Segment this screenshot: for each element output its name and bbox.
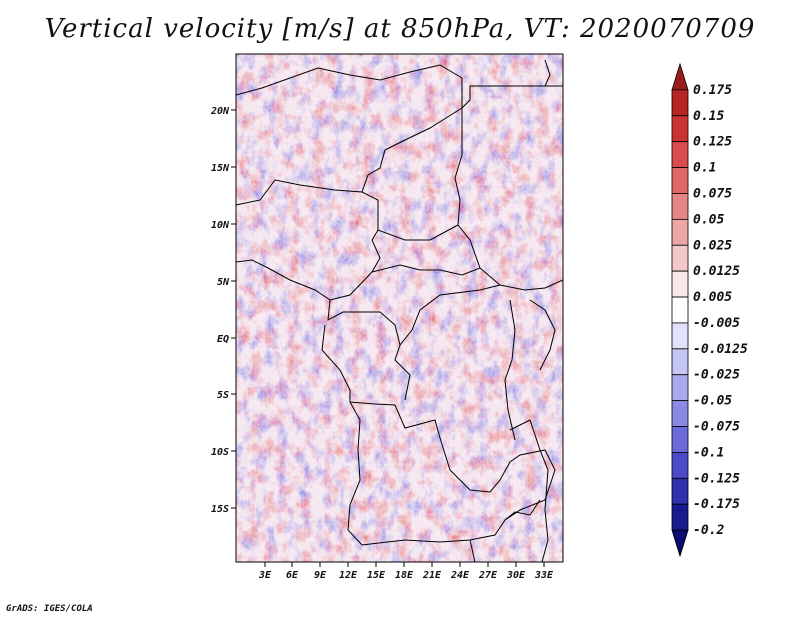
- country-borders: [236, 59, 563, 562]
- lon-label-6e: 6E: [286, 570, 299, 581]
- colorbar-arrow-bottom: [671, 529, 689, 558]
- colorbar-level-label: -0.175: [693, 497, 740, 512]
- lon-label-3e: 3E: [258, 570, 272, 581]
- lat-label-10n: 10N: [211, 220, 230, 231]
- colorbar-level-label: 0.1: [693, 161, 716, 176]
- colorbar-level-label: 0.075: [693, 186, 732, 201]
- lat-label-20n: 20N: [210, 106, 230, 117]
- lat-label-15s: 15S: [211, 504, 229, 515]
- lon-label-24e: 24E: [450, 570, 470, 581]
- colorbar-swatch: [671, 218, 689, 246]
- colorbar-swatch: [671, 193, 689, 220]
- colorbar-swatch: [671, 400, 689, 427]
- colorbar-level-label: -0.125: [693, 471, 740, 486]
- colorbar-swatch: [671, 322, 689, 350]
- grads-credit: GrADS: IGES/COLA: [6, 604, 93, 614]
- colorbar-level-label: -0.025: [693, 368, 740, 383]
- lon-label-27e: 27E: [478, 570, 498, 581]
- colorbar-level-label: 0.025: [693, 238, 732, 253]
- lat-label-5s: 5S: [217, 390, 229, 401]
- colorbar-level-label: 0.15: [693, 109, 724, 124]
- colorbar-swatch: [671, 89, 689, 117]
- latitude-labels: 20N 15N 10N 5N EQ 5S 10S 15S: [210, 106, 230, 515]
- colorbar-swatch: [671, 503, 689, 531]
- lon-label-9e: 9E: [314, 570, 327, 581]
- colorbar-swatch: [671, 374, 689, 402]
- colorbar-swatch: [671, 296, 689, 324]
- colorbar-level-label: 0.05: [693, 212, 724, 227]
- colorbar-level-label: 0.005: [693, 290, 732, 305]
- lon-label-18e: 18E: [395, 570, 414, 581]
- map-panel[interactable]: [236, 54, 563, 562]
- colorbar-level-label: -0.2: [693, 523, 724, 538]
- lon-label-12e: 12E: [339, 570, 358, 581]
- lon-label-33e: 33E: [534, 570, 554, 581]
- colorbar-swatch: [671, 426, 689, 453]
- colorbar-swatch: [671, 141, 689, 168]
- colorbar-level-label: -0.075: [693, 420, 740, 435]
- colorbar: 0.175 0.15 0.125 0.1 0.075 0.05 0.025 0.0125 0.0…: [671, 62, 748, 558]
- colorbar-swatch: [671, 477, 689, 505]
- longitude-labels: 3E 6E 9E 12E 15E 18E 21E 24E 27E 30E 33E: [258, 570, 554, 581]
- colorbar-swatch: [671, 452, 689, 479]
- lon-label-21e: 21E: [422, 570, 442, 581]
- colorbar-swatch: [671, 115, 689, 143]
- lon-label-15e: 15E: [367, 570, 386, 581]
- lat-label-eq: EQ: [217, 334, 229, 345]
- colorbar-level-label: -0.005: [693, 316, 740, 331]
- colorbar-swatch: [671, 167, 689, 194]
- colorbar-swatch: [671, 244, 689, 272]
- lon-label-30e: 30E: [506, 570, 526, 581]
- colorbar-level-label: -0.0125: [693, 342, 748, 357]
- map-frame: [235, 53, 564, 563]
- lat-label-15n: 15N: [211, 163, 230, 174]
- colorbar-arrow-top: [671, 62, 689, 91]
- colorbar-swatch: [671, 270, 689, 298]
- axis-ticks: [231, 109, 545, 567]
- colorbar-level-label: 0.0125: [693, 264, 740, 279]
- velocity-field-detail: [236, 54, 563, 562]
- lat-label-10s: 10S: [211, 447, 229, 458]
- colorbar-level-label: -0.05: [693, 394, 732, 409]
- colorbar-swatch: [671, 348, 689, 376]
- map-title: Vertical velocity [m/s] at 850hPa, VT: 2…: [44, 14, 756, 44]
- colorbar-level-label: -0.1: [693, 445, 724, 460]
- colorbar-level-label: 0.175: [693, 83, 732, 98]
- lat-label-5n: 5N: [217, 277, 230, 288]
- colorbar-level-label: 0.125: [693, 135, 732, 150]
